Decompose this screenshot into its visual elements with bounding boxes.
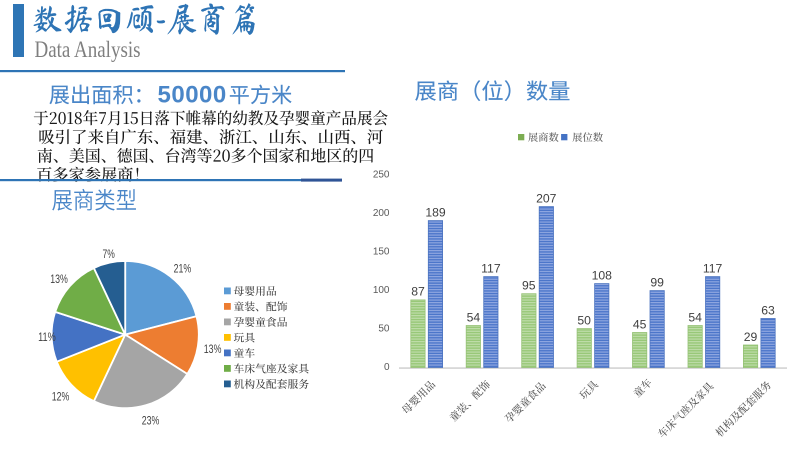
svg-text:117: 117 bbox=[703, 261, 723, 275]
svg-text:7%: 7% bbox=[103, 247, 115, 261]
svg-text:23%: 23% bbox=[142, 414, 160, 428]
svg-text:207: 207 bbox=[536, 191, 557, 205]
svg-text:54: 54 bbox=[688, 310, 702, 324]
svg-text:50: 50 bbox=[378, 323, 390, 334]
svg-text:0: 0 bbox=[384, 362, 390, 373]
svg-text:95: 95 bbox=[522, 279, 536, 293]
svg-text:200: 200 bbox=[373, 208, 390, 219]
svg-text:189: 189 bbox=[425, 205, 446, 219]
svg-text:13%: 13% bbox=[50, 272, 68, 286]
svg-text:21%: 21% bbox=[174, 261, 192, 275]
svg-text:100: 100 bbox=[373, 285, 390, 296]
svg-text:13%: 13% bbox=[204, 342, 222, 356]
svg-text:87: 87 bbox=[411, 285, 425, 299]
svg-text:50000: 50000 bbox=[158, 82, 227, 109]
svg-text:Data Analysis: Data Analysis bbox=[35, 37, 141, 62]
svg-text:12%: 12% bbox=[52, 390, 70, 404]
svg-text:63: 63 bbox=[761, 303, 775, 317]
svg-text:117: 117 bbox=[481, 261, 501, 275]
svg-text:250: 250 bbox=[373, 170, 390, 181]
svg-text:150: 150 bbox=[373, 246, 390, 257]
svg-text:50: 50 bbox=[577, 313, 591, 327]
svg-text:45: 45 bbox=[633, 317, 647, 331]
svg-text:11%: 11% bbox=[38, 330, 56, 344]
svg-text:29: 29 bbox=[744, 330, 758, 344]
svg-text:54: 54 bbox=[467, 310, 481, 324]
svg-text:99: 99 bbox=[650, 275, 664, 289]
svg-text:108: 108 bbox=[592, 268, 613, 282]
